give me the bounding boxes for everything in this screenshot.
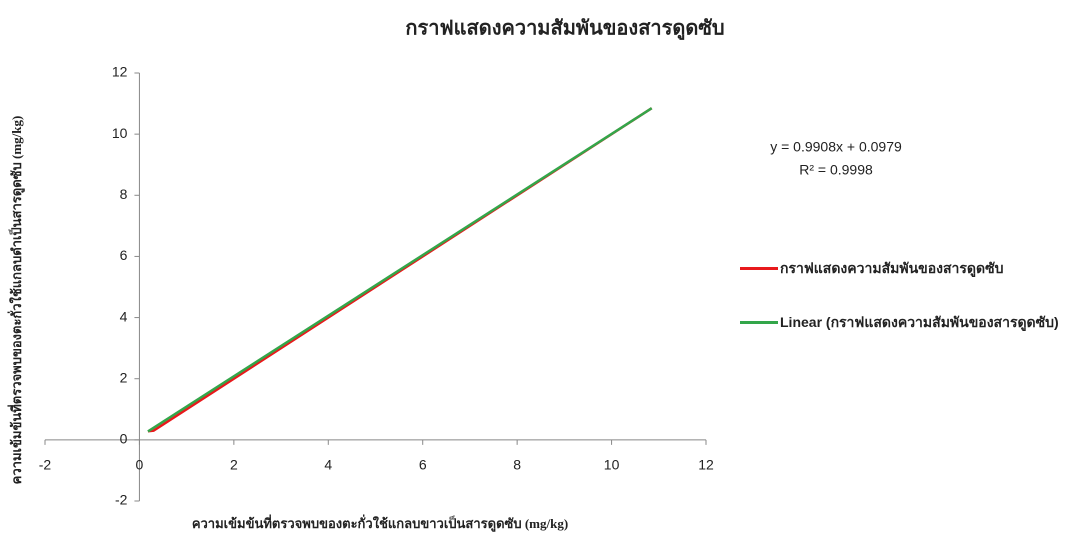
trend-equation: y = 0.9908x + 0.0979	[770, 139, 902, 155]
legend-label: Linear (กราฟแสดงความสัมพันของสารดูดซับ)	[780, 314, 1059, 330]
legend: กราฟแสดงความสัมพันของสารดูดซับ Linear (กร…	[740, 258, 1070, 366]
chart-page: กราฟแสดงความสัมพันของสารดูดซับ ความเข้มข…	[0, 0, 1082, 538]
chart-title: กราฟแสดงความสัมพันของสารดูดซับ	[405, 18, 724, 42]
y-tick-label: 12	[112, 64, 128, 80]
legend-entry: Linear (กราฟแสดงความสัมพันของสารดูดซับ)	[740, 312, 1070, 332]
y-tick-label: 8	[120, 186, 128, 202]
legend-entry: กราฟแสดงความสัมพันของสารดูดซับ	[740, 258, 1070, 278]
x-tick-label: -2	[39, 457, 52, 473]
x-tick-label: 6	[419, 457, 427, 473]
x-tick-label: 8	[513, 457, 521, 473]
y-tick-label: 2	[120, 369, 128, 385]
x-tick-label: 2	[230, 457, 238, 473]
y-tick-label: 6	[120, 247, 128, 263]
x-tick-label: 12	[698, 457, 714, 473]
trend-r2: R² = 0.9998	[799, 162, 873, 178]
y-axis-label: ความเข้มข้นที่ตรวจพบของตะกั่วใช้แกลบดำเป…	[7, 116, 25, 485]
x-tick-label: 0	[136, 457, 144, 473]
x-axis-label: ความเข้มข้นที่ตรวจพบของตะกั่วใช้แกลบขาวเ…	[192, 514, 568, 532]
y-tick-label: 4	[120, 308, 128, 324]
y-tick-label: 0	[120, 431, 128, 447]
legend-label: กราฟแสดงความสัมพันของสารดูดซับ	[780, 260, 1003, 276]
legend-swatch	[740, 321, 778, 324]
y-tick-label: -2	[115, 492, 128, 508]
x-tick-label: 10	[604, 457, 620, 473]
legend-swatch	[740, 267, 778, 270]
y-tick-label: 10	[112, 125, 128, 141]
series-line	[148, 108, 652, 431]
x-tick-label: 4	[324, 457, 332, 473]
